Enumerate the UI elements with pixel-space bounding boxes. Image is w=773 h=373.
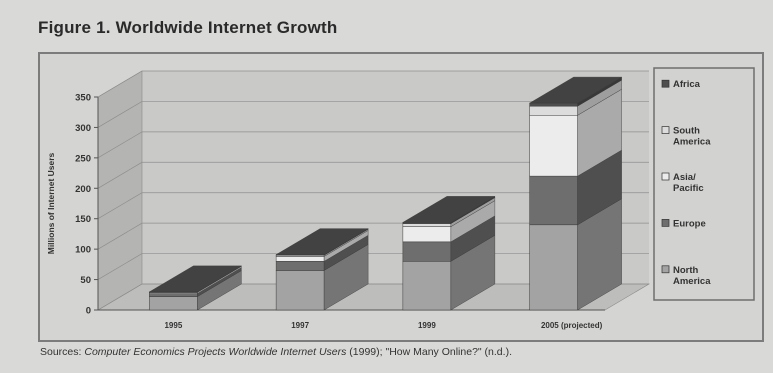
gridline xyxy=(97,131,649,159)
gridline xyxy=(97,101,649,128)
x-tick-label: 1995 xyxy=(164,321,182,330)
legend-swatch xyxy=(661,172,670,181)
y-tick-label: 0 xyxy=(86,306,91,317)
bar-segment xyxy=(529,105,578,116)
gridline xyxy=(97,70,649,98)
plot-side-wall xyxy=(97,70,143,311)
figure-title: Figure 1. Worldwide Internet Growth xyxy=(38,18,338,37)
legend-swatch xyxy=(661,79,670,88)
legend-label: Pacific xyxy=(673,183,704,194)
bar-segment xyxy=(529,115,578,177)
legend-box xyxy=(653,67,755,301)
chart-svg: 0 50 100 150 200 250 300 350 Millions of Interne… xyxy=(46,67,755,330)
bar-top-face xyxy=(402,196,496,223)
bar-top-face xyxy=(528,76,623,104)
plot-back-wall xyxy=(98,71,649,310)
bar-segment xyxy=(149,293,198,297)
legend-label: America xyxy=(673,276,711,287)
y-tick-label: 150 xyxy=(75,214,91,225)
legend-label: Africa xyxy=(673,79,701,90)
legend-label: South xyxy=(673,126,700,137)
bar-segment xyxy=(402,226,452,243)
bar-segment xyxy=(529,102,578,107)
gridline xyxy=(97,161,649,189)
bar-segment xyxy=(149,296,198,311)
bar-segment xyxy=(529,224,578,311)
legend-swatch xyxy=(661,126,670,134)
legend-label: Europe xyxy=(673,218,706,229)
legend-swatch xyxy=(661,265,670,274)
y-tick-label: 50 xyxy=(80,275,91,286)
y-tick-label: 250 xyxy=(75,153,91,164)
x-tick-label: 2005 (projected) xyxy=(541,321,603,330)
legend-swatch xyxy=(661,219,670,227)
y-tick-label: 200 xyxy=(75,184,91,195)
y-tick-label: 100 xyxy=(75,245,91,256)
sources-italic: Computer Economics Projects Worldwide In… xyxy=(84,346,347,358)
sources-note: Sources: Computer Economics Projects Wor… xyxy=(40,346,760,358)
y-tick-label: 350 xyxy=(75,93,91,104)
x-tick-label: 1999 xyxy=(418,321,436,330)
bar-segment xyxy=(529,175,578,226)
bar-segment xyxy=(402,241,452,262)
bar-top-face xyxy=(275,228,369,255)
legend-label: North xyxy=(673,265,699,276)
gridline xyxy=(97,192,649,220)
x-tick-label: 1997 xyxy=(291,321,309,330)
legend-label: America xyxy=(673,137,711,148)
bar-top-face xyxy=(148,265,243,293)
bar-segment xyxy=(275,270,325,311)
legend-label: Asia/ xyxy=(673,172,696,183)
bar-segment xyxy=(402,261,452,311)
bar-segment xyxy=(275,256,325,262)
sources-suffix: (1999); "How Many Online?" (n.d.). xyxy=(346,346,512,358)
bar-segment xyxy=(402,223,452,227)
chart-frame: 0 50 100 150 200 250 300 350 Millions of Interne… xyxy=(38,52,764,342)
y-tick-label: 300 xyxy=(75,123,91,134)
bar-segment xyxy=(275,261,325,271)
y-axis-label: Millions of Internet Users xyxy=(46,152,56,254)
sources-prefix: Sources: xyxy=(40,346,85,358)
